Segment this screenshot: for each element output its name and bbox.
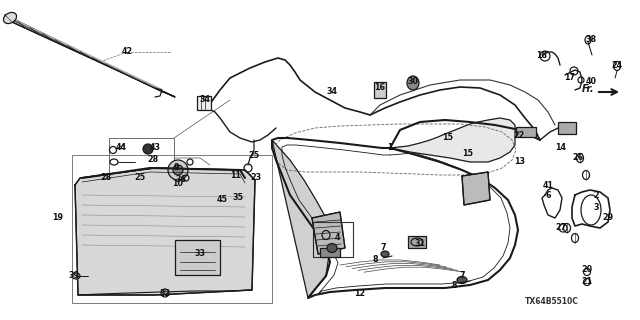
Bar xyxy=(197,96,211,110)
Text: Fr.: Fr. xyxy=(581,84,594,94)
Text: 9: 9 xyxy=(173,163,179,172)
Text: 28: 28 xyxy=(100,173,111,182)
Text: 30: 30 xyxy=(408,77,419,86)
Text: 26: 26 xyxy=(572,154,584,163)
Text: 8: 8 xyxy=(372,255,378,265)
Bar xyxy=(109,138,174,178)
Text: 6: 6 xyxy=(545,190,551,199)
Polygon shape xyxy=(5,15,175,97)
Text: 35: 35 xyxy=(232,194,243,203)
Text: TX64B5510C: TX64B5510C xyxy=(525,297,579,306)
Text: 34: 34 xyxy=(200,95,211,105)
Polygon shape xyxy=(462,172,490,205)
Polygon shape xyxy=(272,140,330,298)
Text: 17: 17 xyxy=(564,74,575,83)
Text: 34: 34 xyxy=(326,86,337,95)
Text: 45: 45 xyxy=(216,196,227,204)
Text: 43: 43 xyxy=(150,143,161,153)
Ellipse shape xyxy=(381,251,389,257)
Polygon shape xyxy=(390,118,515,162)
Bar xyxy=(374,82,386,98)
Text: 44: 44 xyxy=(115,143,127,153)
Ellipse shape xyxy=(457,276,467,284)
Bar xyxy=(313,222,353,257)
Text: 7: 7 xyxy=(380,244,386,252)
Polygon shape xyxy=(312,212,345,254)
Text: 25: 25 xyxy=(134,172,145,181)
Text: 20: 20 xyxy=(581,266,593,275)
Text: 25: 25 xyxy=(248,150,260,159)
Text: 28: 28 xyxy=(147,156,159,164)
Ellipse shape xyxy=(173,165,183,175)
Bar xyxy=(558,122,576,134)
Ellipse shape xyxy=(168,160,188,180)
Text: 14: 14 xyxy=(556,143,566,153)
Bar xyxy=(516,127,536,137)
Text: 15: 15 xyxy=(442,133,454,142)
Text: 16: 16 xyxy=(374,83,385,92)
Text: 22: 22 xyxy=(513,131,525,140)
Text: 36: 36 xyxy=(175,175,186,185)
Text: 8: 8 xyxy=(451,281,457,290)
Text: 23: 23 xyxy=(250,173,262,182)
Ellipse shape xyxy=(327,244,337,252)
Ellipse shape xyxy=(407,76,419,90)
Ellipse shape xyxy=(143,144,153,154)
Text: 10: 10 xyxy=(173,179,184,188)
Text: 13: 13 xyxy=(515,157,525,166)
Text: 41: 41 xyxy=(543,180,554,189)
Text: 42: 42 xyxy=(122,47,132,57)
Text: 29: 29 xyxy=(602,213,614,222)
Polygon shape xyxy=(75,168,255,295)
Text: 27: 27 xyxy=(556,223,566,233)
Text: 4: 4 xyxy=(334,233,340,242)
Text: 15: 15 xyxy=(463,148,474,157)
Bar xyxy=(72,155,272,303)
Text: 38: 38 xyxy=(586,36,596,44)
Polygon shape xyxy=(320,248,340,257)
Text: 33: 33 xyxy=(195,250,205,259)
Text: 11: 11 xyxy=(230,171,241,180)
Text: 24: 24 xyxy=(611,60,623,69)
Text: 21: 21 xyxy=(581,276,593,285)
Text: 32: 32 xyxy=(159,290,171,299)
Text: 1: 1 xyxy=(387,143,393,153)
Ellipse shape xyxy=(3,12,17,24)
Text: 19: 19 xyxy=(52,213,63,222)
Text: 18: 18 xyxy=(536,51,548,60)
Text: 3: 3 xyxy=(593,204,599,212)
Text: 2: 2 xyxy=(593,190,599,199)
Text: 39: 39 xyxy=(68,271,79,281)
Text: 12: 12 xyxy=(355,289,365,298)
Text: 40: 40 xyxy=(586,77,596,86)
Text: 31: 31 xyxy=(415,238,426,247)
Text: 7: 7 xyxy=(460,270,465,279)
Bar xyxy=(408,236,426,248)
Bar xyxy=(175,240,220,275)
